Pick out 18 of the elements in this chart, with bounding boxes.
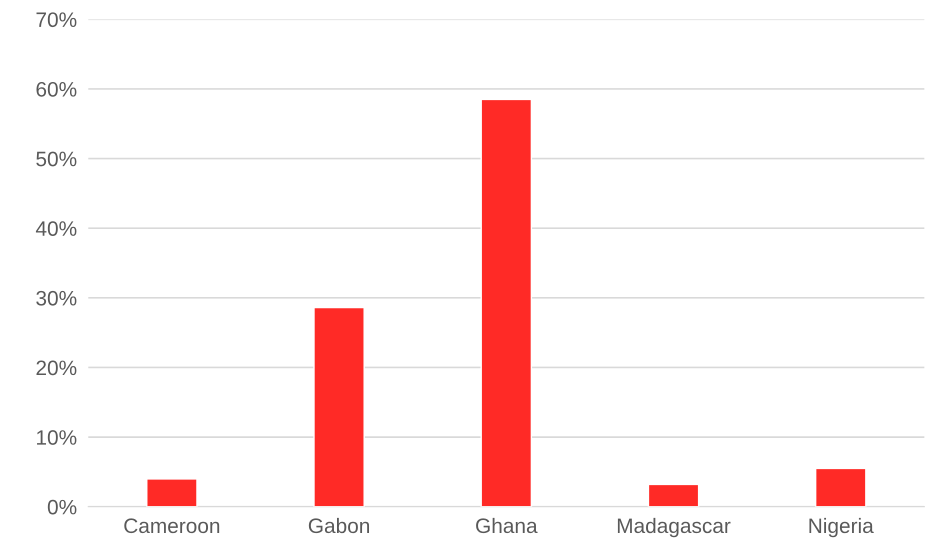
bar bbox=[648, 484, 700, 507]
x-tick-label: Cameroon bbox=[124, 518, 220, 534]
x-tick-label: Gabon bbox=[308, 518, 370, 534]
y-tick-label: 30% bbox=[36, 290, 76, 306]
y-tick-label: 50% bbox=[36, 152, 76, 166]
bar bbox=[313, 306, 365, 507]
x-tick-label: Madagascar bbox=[618, 518, 731, 538]
y-tick-label: 70% bbox=[36, 12, 76, 28]
bar bbox=[480, 98, 532, 507]
y-tick-label: 60% bbox=[36, 82, 76, 97]
y-tick-label: 20% bbox=[36, 360, 76, 376]
y-tick-label: 10% bbox=[37, 430, 76, 445]
bar bbox=[814, 468, 867, 507]
x-tick-label: Ghana bbox=[476, 518, 538, 534]
x-tick-label: Nigeria bbox=[809, 518, 874, 538]
y-tick-label: 40% bbox=[36, 221, 76, 236]
y-tick-label: 0% bbox=[48, 500, 76, 514]
bar bbox=[146, 478, 198, 507]
